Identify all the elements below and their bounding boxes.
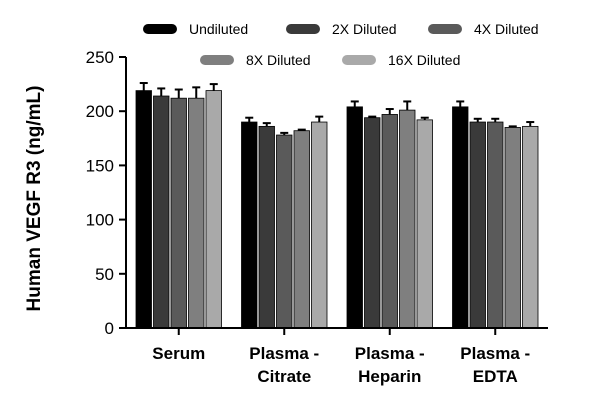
legend-swatch bbox=[286, 24, 320, 34]
y-axis-label: Human VEGF R3 (ng/mL) bbox=[24, 86, 45, 312]
legend-label: 16X Diluted bbox=[388, 52, 460, 68]
bar bbox=[487, 121, 504, 329]
bar bbox=[241, 121, 258, 329]
error-bars bbox=[139, 82, 535, 136]
bar bbox=[293, 130, 310, 329]
x-categories: Serum Plasma - Citrate Plasma - Heparin Plasm… bbox=[152, 328, 530, 386]
legend-swatch bbox=[342, 55, 376, 65]
bar bbox=[381, 114, 398, 329]
bar bbox=[205, 90, 222, 329]
y-tick-label: 200 bbox=[86, 102, 114, 121]
bar bbox=[188, 97, 205, 329]
bar bbox=[170, 97, 187, 329]
axes bbox=[125, 57, 548, 329]
x-category-label: Serum bbox=[152, 344, 205, 363]
x-category-label: EDTA bbox=[473, 367, 518, 386]
x-category-label: Plasma - bbox=[460, 344, 530, 363]
bar bbox=[258, 125, 275, 329]
bar bbox=[346, 106, 363, 329]
x-category-label: Heparin bbox=[358, 367, 421, 386]
y-ticks: 0 50 100 150 200 250 bbox=[86, 48, 126, 338]
legend: Undiluted 2X Diluted 4X Diluted 8X Diluted 1… bbox=[143, 21, 539, 68]
bar bbox=[399, 109, 416, 329]
bar bbox=[311, 121, 328, 329]
bar bbox=[522, 125, 539, 329]
y-tick-label: 50 bbox=[95, 265, 114, 284]
x-category-label: Plasma - bbox=[355, 344, 425, 363]
bar bbox=[452, 106, 469, 329]
x-category-label: Citrate bbox=[257, 367, 311, 386]
y-tick-label: 0 bbox=[105, 319, 114, 338]
y-tick-label: 100 bbox=[86, 211, 114, 230]
bar bbox=[153, 95, 170, 329]
bar bbox=[504, 127, 521, 329]
bar bbox=[364, 117, 381, 329]
bar bbox=[416, 119, 433, 329]
legend-label: 8X Diluted bbox=[246, 52, 311, 68]
legend-label: 4X Diluted bbox=[474, 21, 539, 37]
legend-swatch bbox=[428, 24, 462, 34]
y-tick-label: 250 bbox=[86, 48, 114, 67]
bar bbox=[469, 121, 486, 329]
y-tick-label: 150 bbox=[86, 156, 114, 175]
bar bbox=[135, 90, 152, 329]
legend-label: Undiluted bbox=[189, 21, 248, 37]
legend-label: 2X Diluted bbox=[332, 21, 397, 37]
legend-swatch bbox=[200, 55, 234, 65]
bars bbox=[135, 90, 539, 329]
x-category-label: Plasma - bbox=[249, 344, 319, 363]
bar bbox=[276, 134, 293, 329]
legend-swatch bbox=[143, 24, 177, 34]
